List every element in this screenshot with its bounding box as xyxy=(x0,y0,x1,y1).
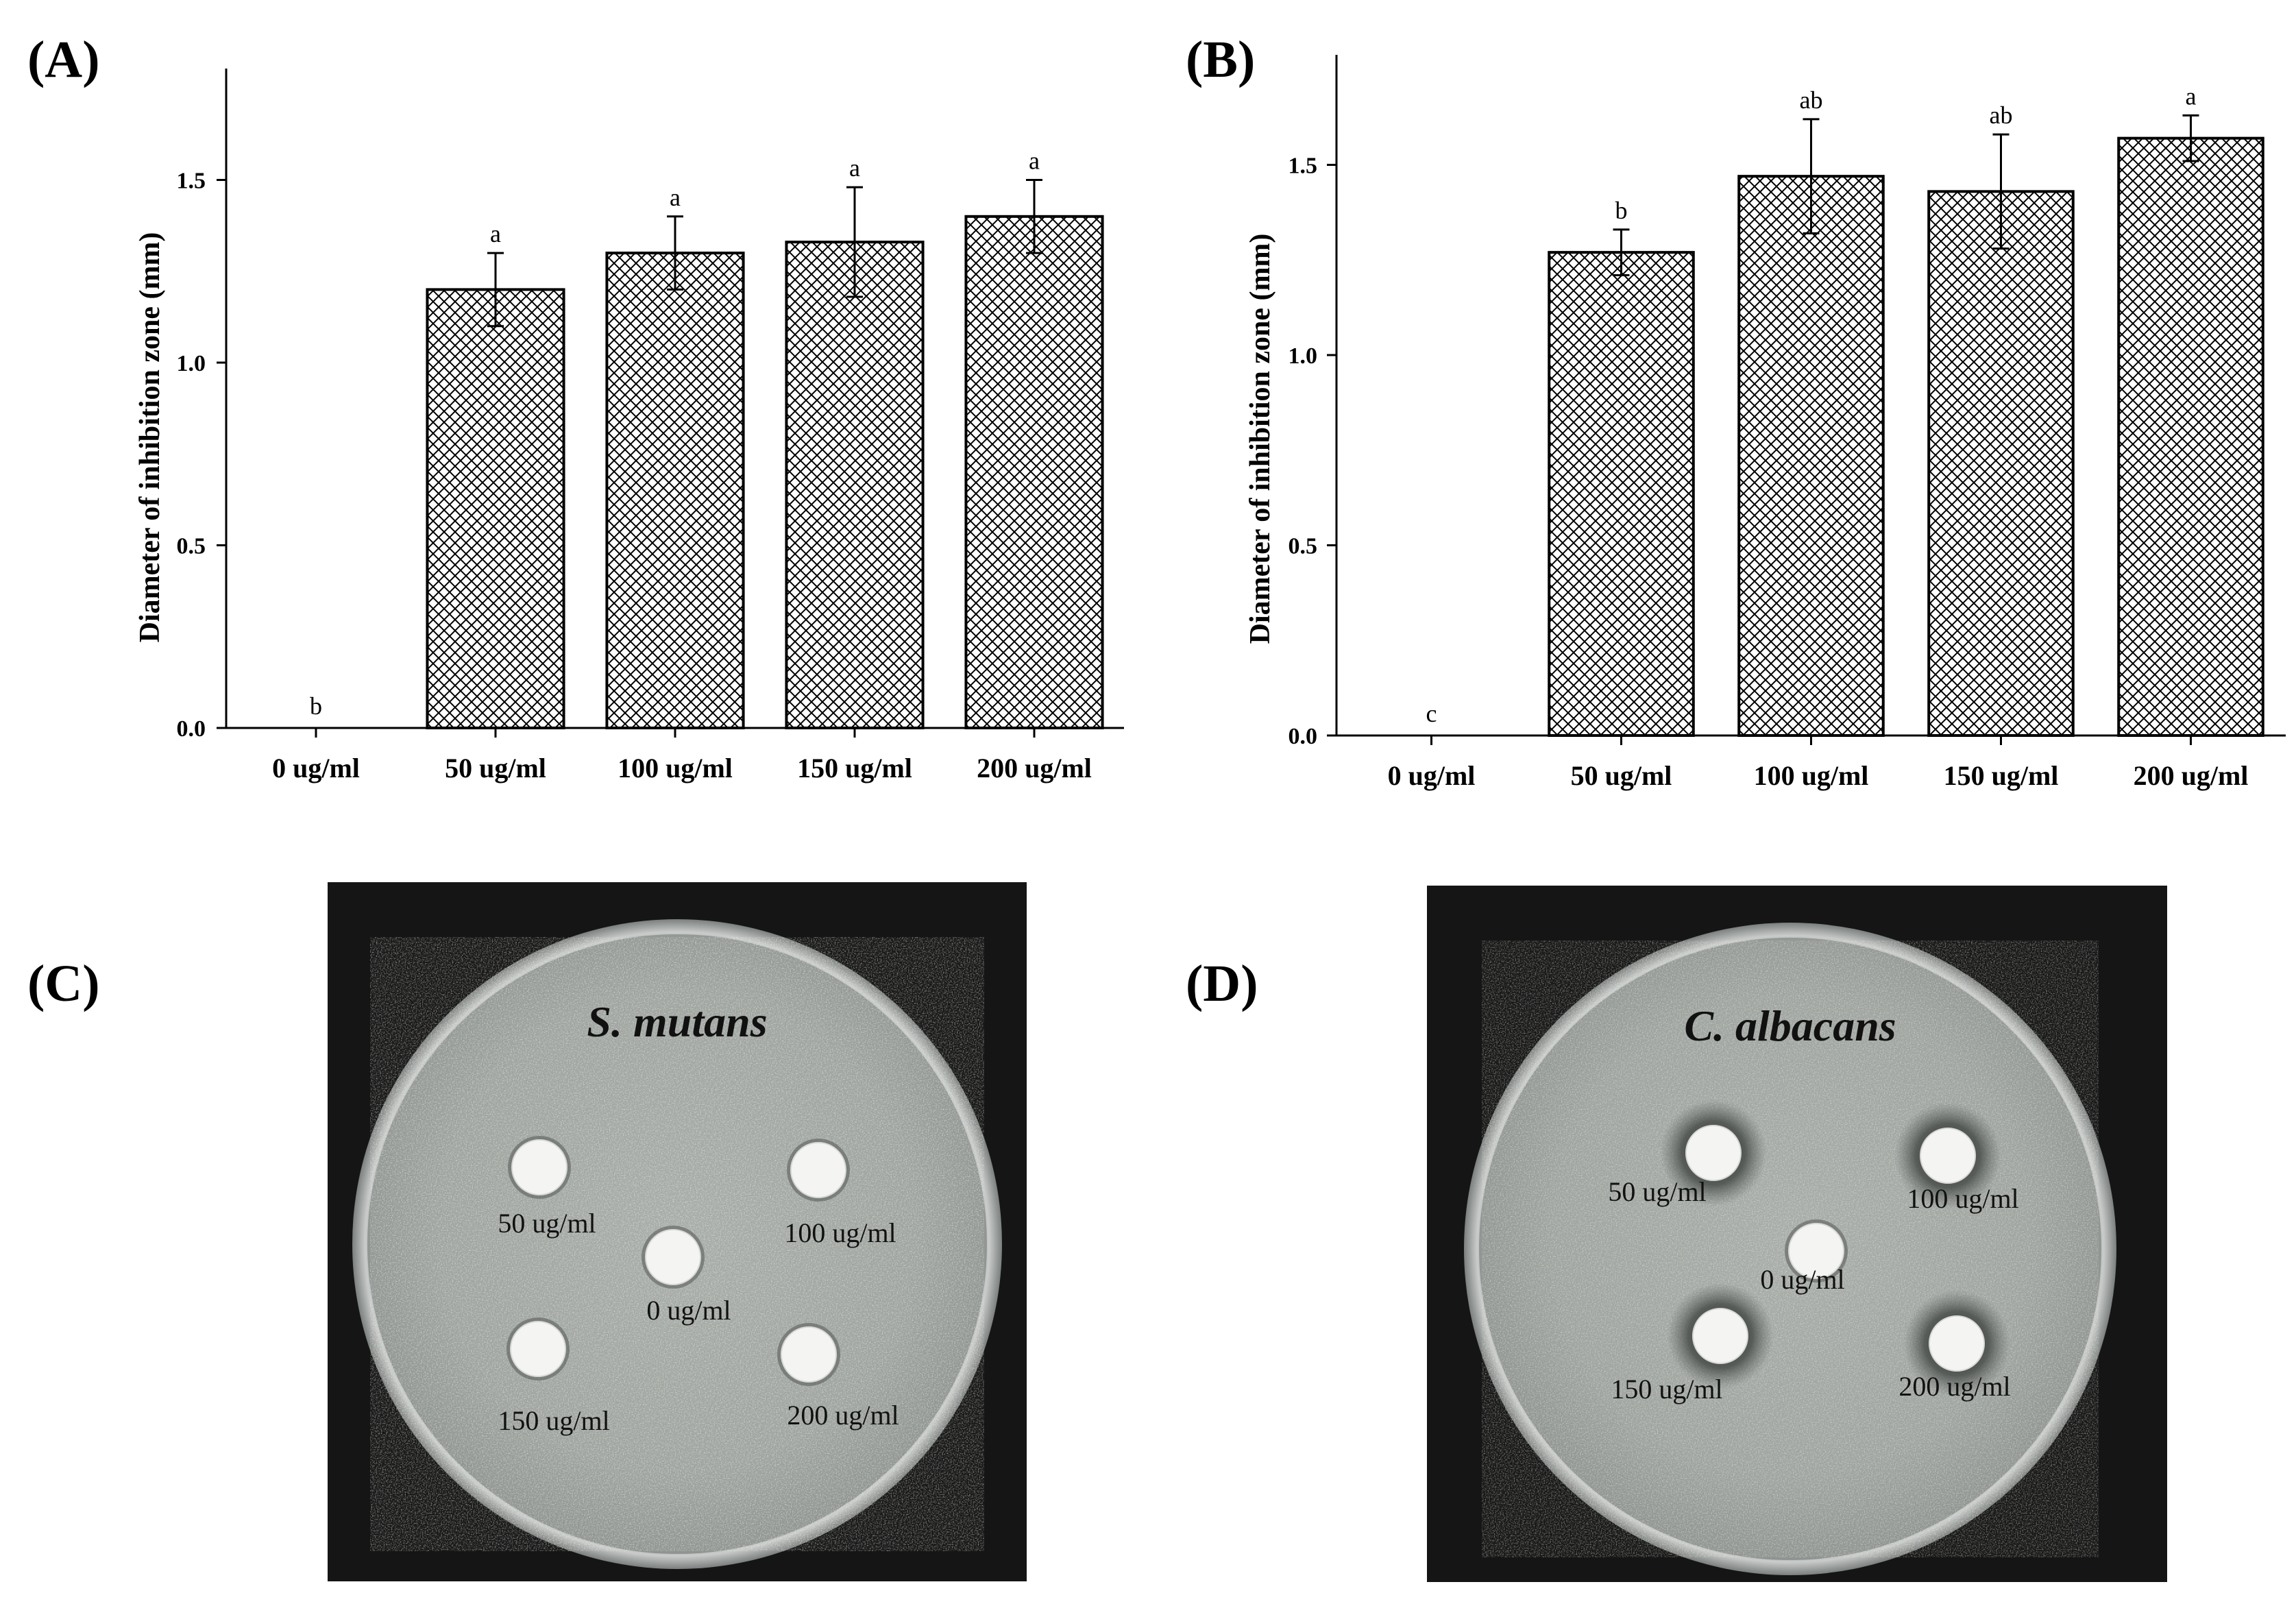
chart-b-significance-label: a xyxy=(2186,82,2197,110)
chart-b: Diameter of inhibition zone (mm) 0.0 0.5 1… xyxy=(1245,55,2286,791)
panel-letter-c: (C) xyxy=(27,955,100,1012)
chart-b-bar xyxy=(2117,136,2264,737)
dish-c-paper-disc xyxy=(510,1321,566,1377)
chart-b-significance-label: b xyxy=(1615,197,1628,224)
chart-b-ytick-label: 0.0 xyxy=(1289,724,1318,749)
panel-letter-d: (D) xyxy=(1186,955,1258,1012)
chart-a-category-label: 200 ug/ml xyxy=(977,753,1092,783)
chart-a: Diameter of inhibition zone (mm) 0.0 0.5 1… xyxy=(134,69,1124,783)
chart-a-ytick-label: 1.5 xyxy=(177,169,206,194)
dish-d-disc-label: 200 ug/ml xyxy=(1898,1371,2010,1402)
dish-c-disc-label: 0 ug/ml xyxy=(646,1295,731,1326)
chart-a-category-label: 50 ug/ml xyxy=(445,753,546,783)
chart-b-bar xyxy=(1737,175,1885,737)
chart-b-category-label: 50 ug/ml xyxy=(1571,760,1672,791)
dish-c-paper-disc xyxy=(645,1229,701,1285)
chart-a-bar xyxy=(964,215,1104,729)
chart-a-significance-label: a xyxy=(670,184,681,211)
panel-letter-a: (A) xyxy=(27,31,100,88)
chart-b-significance-label: ab xyxy=(1990,101,2013,129)
chart-b-ytick-label: 1.0 xyxy=(1289,343,1318,369)
dish-c-paper-disc xyxy=(511,1139,567,1195)
chart-b-ylabel: Diameter of inhibition zone (mm) xyxy=(1245,234,1276,644)
dish-c-paper-disc xyxy=(781,1326,837,1383)
chart-a-significance-label: a xyxy=(490,220,501,247)
dish-d-paper-disc xyxy=(1929,1315,1985,1372)
dish-d-disc-label: 100 ug/ml xyxy=(1907,1183,2018,1214)
chart-b-marks: 0.0 0.5 1.0 1.5 c 0 ug/ml b 50 ug/ml ab 100 ug/ml… xyxy=(1289,55,2286,791)
dish-c-disc-label: 150 ug/ml xyxy=(498,1405,609,1436)
dish-d-disc-label: 0 ug/ml xyxy=(1760,1264,1844,1295)
chart-a-category-label: 0 ug/ml xyxy=(272,753,360,783)
chart-a-significance-label: a xyxy=(849,154,860,182)
chart-b-bar xyxy=(1927,190,2075,738)
dish-c-paper-disc xyxy=(790,1142,846,1198)
chart-a-marks: 0.0 0.5 1.0 1.5 b 0 ug/ml a 50 ug/ml a 100 ug/ml a… xyxy=(177,69,1124,783)
dish-c-disc-label: 200 ug/ml xyxy=(787,1400,899,1431)
chart-a-ylabel: Diameter of inhibition zone (mm) xyxy=(134,232,166,643)
chart-b-ytick-label: 0.5 xyxy=(1289,534,1318,559)
dish-d-paper-disc xyxy=(1692,1308,1748,1364)
chart-a-significance-label: a xyxy=(1029,147,1040,175)
dish-c-disc-label: 50 ug/ml xyxy=(498,1208,596,1239)
chart-b-category-label: 150 ug/ml xyxy=(1944,760,2059,791)
dish-d-paper-disc xyxy=(1685,1125,1742,1181)
photo-c-discs: 50 ug/ml 100 ug/ml 0 ug/ml 150 ug/ml 200 ug/… xyxy=(498,1136,899,1436)
chart-b-category-label: 200 ug/ml xyxy=(2134,760,2249,791)
chart-a-category-label: 100 ug/ml xyxy=(618,753,733,783)
chart-a-bar xyxy=(605,252,745,730)
dish-c-disc-label: 100 ug/ml xyxy=(784,1217,896,1248)
chart-a-ytick-label: 0.0 xyxy=(177,716,206,742)
dish-d-paper-disc xyxy=(1788,1223,1844,1279)
chart-b-ytick-label: 1.5 xyxy=(1289,154,1318,179)
dish-d-organism: C. albacans xyxy=(1684,1001,1896,1050)
chart-b-category-label: 0 ug/ml xyxy=(1388,760,1476,791)
petri-dish-photo-c: 50 ug/ml 100 ug/ml 0 ug/ml 150 ug/ml 200 ug/… xyxy=(328,882,1027,1581)
chart-b-bar xyxy=(1548,251,1695,737)
dish-d-disc-label: 50 ug/ml xyxy=(1608,1176,1706,1207)
petri-dish-photo-d: 50 ug/ml 100 ug/ml 0 ug/ml 150 ug/ml 200 ug/… xyxy=(1427,886,2167,1582)
chart-a-bar xyxy=(426,288,565,729)
chart-a-significance-label: b xyxy=(310,692,322,720)
dish-d-paper-disc xyxy=(1920,1128,1976,1184)
dish-c-organism: S. mutans xyxy=(587,997,767,1046)
chart-a-ytick-label: 1.0 xyxy=(177,351,206,376)
chart-a-ytick-label: 0.5 xyxy=(177,534,206,559)
dish-d-disc-label: 150 ug/ml xyxy=(1611,1374,1722,1405)
chart-b-significance-label: c xyxy=(1426,700,1437,727)
chart-b-category-label: 100 ug/ml xyxy=(1754,760,1869,791)
chart-b-significance-label: ab xyxy=(1800,86,1823,114)
chart-a-category-label: 150 ug/ml xyxy=(797,753,912,783)
photo-d-discs: 50 ug/ml 100 ug/ml 0 ug/ml 150 ug/ml 200 ug/… xyxy=(1608,1099,2019,1405)
panel-letter-b: (B) xyxy=(1186,31,1255,88)
chart-a-bar xyxy=(785,241,925,729)
